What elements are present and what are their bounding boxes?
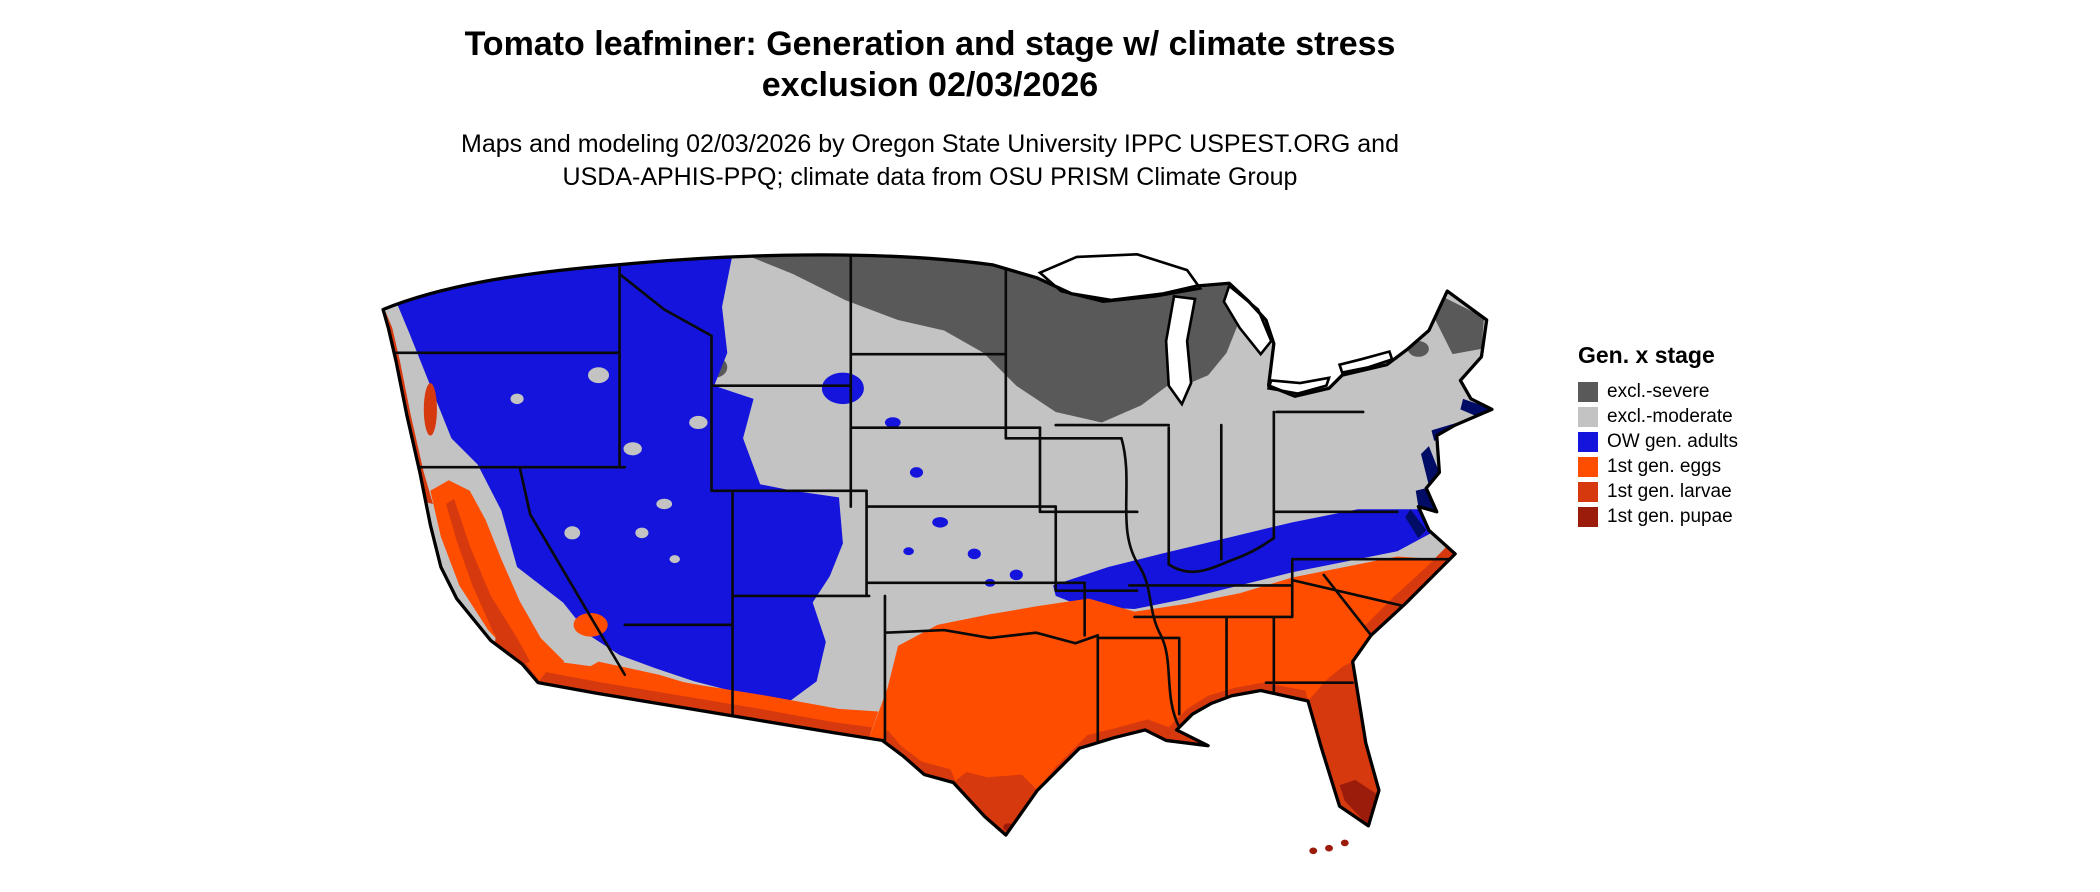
- legend-title: Gen. x stage: [1578, 342, 1715, 368]
- lake-erie: [1266, 376, 1331, 395]
- map-title-line2: exclusion 02/03/2026: [761, 65, 1099, 104]
- legend-label-ow-gen-adults: OW gen. adults: [1607, 430, 1738, 452]
- map-title-line1: Tomato leafminer: Generation and stage w…: [464, 25, 1396, 63]
- map-legend: Gen. x stage excl.-severe excl.-moderate…: [1578, 342, 1738, 529]
- map-subtitle: Maps and modeling 02/03/2026 by Oregon S…: [330, 128, 1530, 195]
- legend-label-first-gen-larvae: 1st gen. larvae: [1607, 480, 1732, 502]
- legend-label-first-gen-pupae: 1st gen. pupae: [1607, 505, 1733, 527]
- figure-header: Tomato leafminer: Generation and stage w…: [330, 24, 1530, 195]
- state-borders: [394, 254, 1457, 748]
- legend-swatch-ow-gen-adults: [1578, 431, 1598, 452]
- legend-item-ow-gen-adults: OW gen. adults: [1578, 429, 1738, 454]
- legend-swatch-excl-moderate: [1578, 406, 1598, 427]
- legend-swatch-first-gen-pupae: [1578, 506, 1598, 527]
- map-subtitle-line1: Maps and modeling 02/03/2026 by Oregon S…: [461, 129, 1399, 158]
- legend-item-first-gen-eggs: 1st gen. eggs: [1578, 454, 1738, 479]
- legend-label-first-gen-eggs: 1st gen. eggs: [1607, 455, 1722, 477]
- great-lakes: [1037, 252, 1394, 407]
- us-outline: [381, 253, 1494, 837]
- map-region-first-gen-pupae: [1003, 779, 1379, 832]
- legend-item-excl-moderate: excl.-moderate: [1578, 404, 1738, 429]
- legend-item-first-gen-larvae: 1st gen. larvae: [1578, 479, 1738, 504]
- legend-label-excl-severe: excl.-severe: [1607, 380, 1710, 402]
- legend-item-excl-severe: excl.-severe: [1578, 379, 1738, 404]
- legend-swatch-excl-severe: [1578, 381, 1598, 402]
- legend-swatch-first-gen-larvae: [1578, 481, 1598, 502]
- legend-label-excl-moderate: excl.-moderate: [1607, 405, 1733, 427]
- us-map-svg: [381, 252, 1494, 855]
- map-subtitle-line2: USDA-APHIS-PPQ; climate data from OSU PR…: [562, 163, 1298, 192]
- lake-michigan: [1164, 294, 1197, 407]
- florida-keys: [1309, 839, 1349, 855]
- us-map: [320, 228, 1555, 885]
- lake-ontario: [1337, 349, 1394, 375]
- legend-item-first-gen-pupae: 1st gen. pupae: [1578, 504, 1738, 529]
- legend-swatch-first-gen-eggs: [1578, 456, 1598, 477]
- map-speckles-moderate: [510, 367, 708, 564]
